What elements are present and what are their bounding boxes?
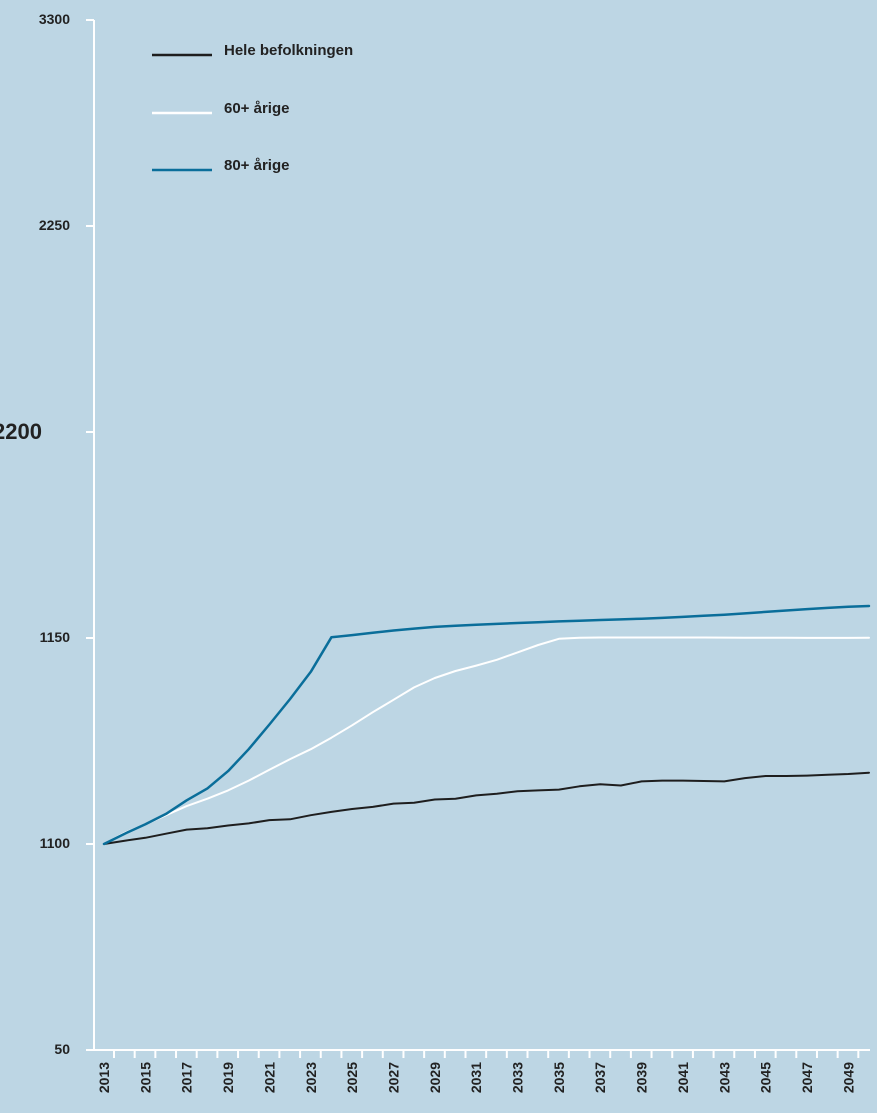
x-tick-label: 2017 xyxy=(179,1062,195,1093)
x-tick-label: 2049 xyxy=(840,1062,856,1093)
legend-label: 80+ årige xyxy=(224,157,289,174)
x-tick-label: 2029 xyxy=(427,1062,443,1093)
x-tick-label: 2037 xyxy=(592,1062,608,1093)
x-tick-label: 2039 xyxy=(634,1062,650,1093)
x-tick-label: 2035 xyxy=(551,1062,567,1093)
x-tick-label: 2013 xyxy=(96,1062,112,1093)
y-tick-label: 50 xyxy=(54,1041,70,1057)
x-tick-label: 2027 xyxy=(385,1062,401,1093)
x-tick-label: 2015 xyxy=(137,1062,153,1093)
x-tick-label: 2023 xyxy=(303,1062,319,1093)
legend-label: Hele befolkningen xyxy=(224,42,353,59)
y-tick-label: 1100 xyxy=(40,835,71,851)
x-tick-label: 2021 xyxy=(261,1062,277,1093)
legend-label: 60+ årige xyxy=(224,100,289,117)
series-line-0 xyxy=(103,771,870,845)
legend: Hele befolkningen 60+ årige 80+ årige xyxy=(152,42,353,174)
y-tick-label: 2250 xyxy=(39,217,70,233)
x-tick-label: 2025 xyxy=(344,1062,360,1093)
y-axis-ticks: 3300 2250 2200 1150 1100 50 xyxy=(0,11,94,1057)
series-lines xyxy=(102,604,871,846)
x-tick-label: 2047 xyxy=(799,1062,815,1093)
x-tick-label: 2033 xyxy=(510,1062,526,1093)
x-tick-label: 2045 xyxy=(758,1062,774,1093)
x-tick-label: 2041 xyxy=(675,1062,691,1093)
x-tick-label: 2031 xyxy=(468,1062,484,1093)
series-line-1 xyxy=(103,636,870,845)
y-tick-label: 2200 xyxy=(0,419,42,444)
x-axis-ticks: 2013 2015 2017 2019 2021 2023 2025 2027 2029 2031… xyxy=(96,1050,860,1093)
y-tick-label: 1150 xyxy=(40,629,71,645)
x-tick-label: 2043 xyxy=(716,1062,732,1093)
x-tick-label: 2019 xyxy=(220,1062,236,1093)
series-line-2 xyxy=(102,604,871,846)
y-tick-label: 3300 xyxy=(39,11,70,27)
